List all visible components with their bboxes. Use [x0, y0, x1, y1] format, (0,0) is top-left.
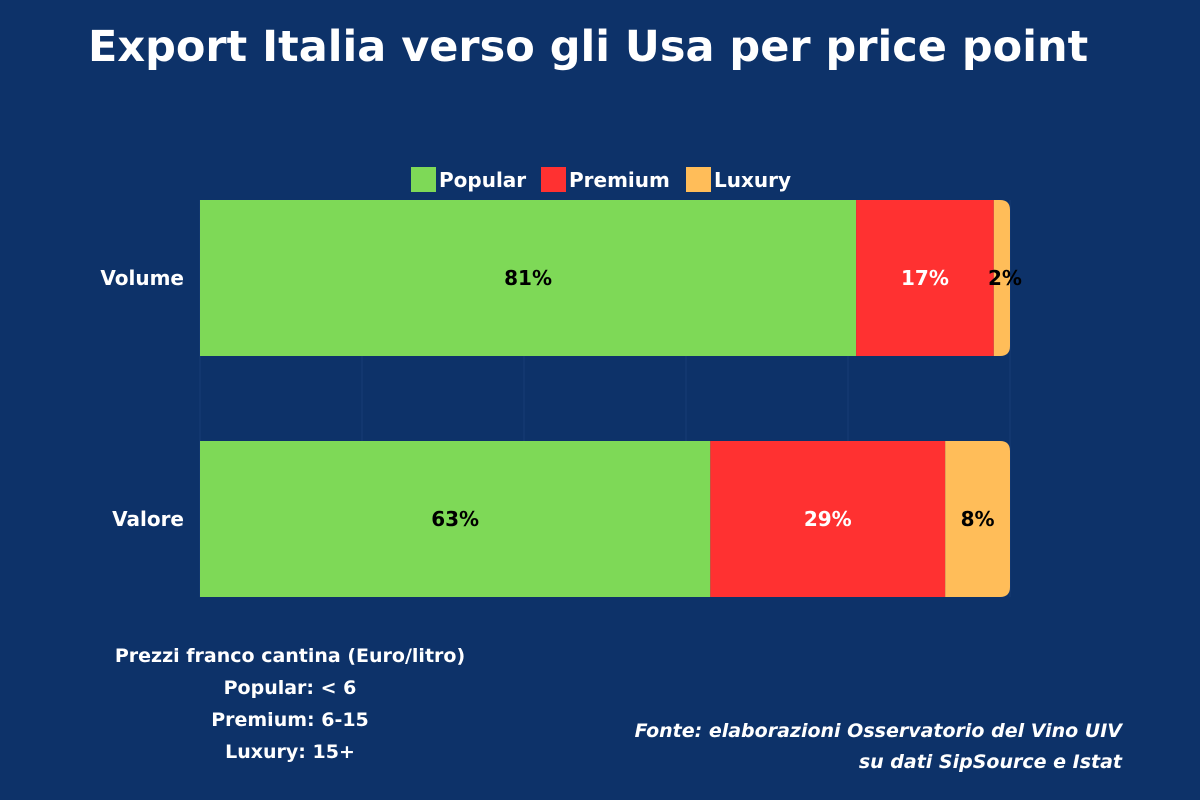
bar-valore-popular [200, 441, 711, 597]
source-line-1: Fonte: elaborazioni Osservatorio del Vin… [634, 720, 1122, 742]
data-labels: 81% 17% 2% 63% 29% 8% [431, 266, 1022, 531]
data-label-valore-premium: 29% [804, 507, 852, 531]
data-label-volume-premium: 17% [901, 266, 949, 290]
price-note-luxury: Luxury: 15+ [225, 741, 355, 763]
price-note-premium: Premium: 6-15 [211, 709, 369, 731]
bar-volume-popular [200, 200, 857, 356]
data-label-volume-popular: 81% [504, 266, 552, 290]
legend-swatch-popular [411, 167, 436, 192]
chart-title: Export Italia verso gli Usa per price po… [88, 22, 1089, 72]
bar-valore-premium [710, 441, 946, 597]
price-notes-heading: Prezzi franco cantina (Euro/litro) [114, 645, 466, 667]
data-label-volume-luxury: 2% [988, 266, 1022, 290]
bar-valore-luxury [945, 441, 1010, 597]
data-label-valore-luxury: 8% [961, 507, 995, 531]
source-line-2: su dati SipSource e Istat [858, 751, 1122, 773]
source-note: Fonte: elaborazioni Osservatorio del Vin… [635, 716, 1122, 778]
price-notes: Prezzi franco cantina (Euro/litro) Popul… [60, 640, 520, 768]
legend-swatch-premium [541, 167, 566, 192]
legend-label-luxury: Luxury [714, 168, 791, 192]
category-labels: Volume Valore [100, 266, 184, 531]
bar-volume-premium [856, 200, 994, 356]
legend: Popular Premium Luxury [411, 167, 791, 192]
legend-swatch-luxury [686, 167, 711, 192]
data-label-valore-popular: 63% [431, 507, 479, 531]
category-label-valore: Valore [112, 507, 184, 531]
bar-volume-luxury [993, 200, 1010, 356]
category-label-volume: Volume [100, 266, 184, 290]
price-note-popular: Popular: < 6 [223, 677, 357, 699]
legend-label-premium: Premium [569, 168, 670, 192]
bars [200, 200, 1010, 597]
legend-label-popular: Popular [439, 168, 526, 192]
